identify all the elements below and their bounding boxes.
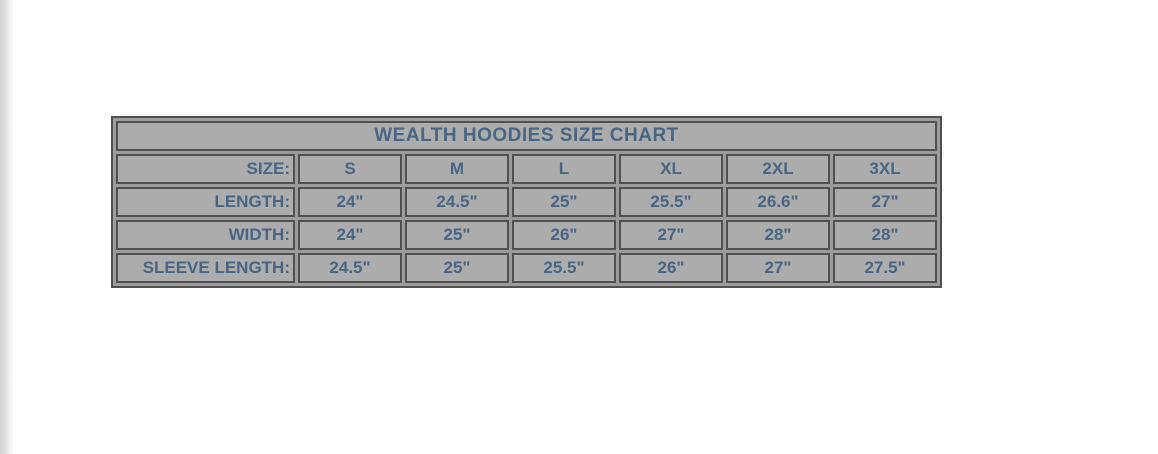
length-value-cell: 25" — [512, 187, 616, 217]
length-row: LENGTH: 24" 24.5" 25" 25.5" 26.6" 27" — [116, 187, 938, 217]
title-row: WEALTH HOODIES SIZE CHART — [116, 121, 938, 151]
sleeve-length-row: SLEEVE LENGTH: 24.5" 25" 25.5" 26" 27" 2… — [116, 253, 938, 283]
width-value-cell: 27" — [619, 220, 723, 250]
row-label-sleeve-length: SLEEVE LENGTH: — [116, 253, 295, 283]
length-value-cell: 25.5" — [619, 187, 723, 217]
header-label-cell: SIZE: — [116, 154, 295, 184]
width-value-cell: 24" — [298, 220, 402, 250]
length-value-cell: 24" — [298, 187, 402, 217]
size-cell-m: M — [405, 154, 509, 184]
length-value-cell: 27" — [833, 187, 938, 217]
sleeve-value-cell: 24.5" — [298, 253, 402, 283]
sleeve-value-cell: 26" — [619, 253, 723, 283]
row-label-length: LENGTH: — [116, 187, 295, 217]
width-value-cell: 26" — [512, 220, 616, 250]
size-chart-table: WEALTH HOODIES SIZE CHART SIZE: S M L XL… — [111, 116, 943, 288]
size-cell-xl: XL — [619, 154, 723, 184]
size-cell-s: S — [298, 154, 402, 184]
table-title: WEALTH HOODIES SIZE CHART — [116, 121, 938, 151]
sleeve-value-cell: 27.5" — [833, 253, 938, 283]
size-cell-l: L — [512, 154, 616, 184]
page-edge-shadow — [0, 0, 14, 454]
width-row: WIDTH: 24" 25" 26" 27" 28" 28" — [116, 220, 938, 250]
length-value-cell: 26.6" — [726, 187, 830, 217]
sleeve-value-cell: 27" — [726, 253, 830, 283]
size-cell-2xl: 2XL — [726, 154, 830, 184]
size-cell-3xl: 3XL — [833, 154, 938, 184]
header-row: SIZE: S M L XL 2XL 3XL — [116, 154, 938, 184]
sleeve-value-cell: 25.5" — [512, 253, 616, 283]
width-value-cell: 28" — [726, 220, 830, 250]
width-value-cell: 28" — [833, 220, 938, 250]
length-value-cell: 24.5" — [405, 187, 509, 217]
width-value-cell: 25" — [405, 220, 509, 250]
row-label-width: WIDTH: — [116, 220, 295, 250]
sleeve-value-cell: 25" — [405, 253, 509, 283]
